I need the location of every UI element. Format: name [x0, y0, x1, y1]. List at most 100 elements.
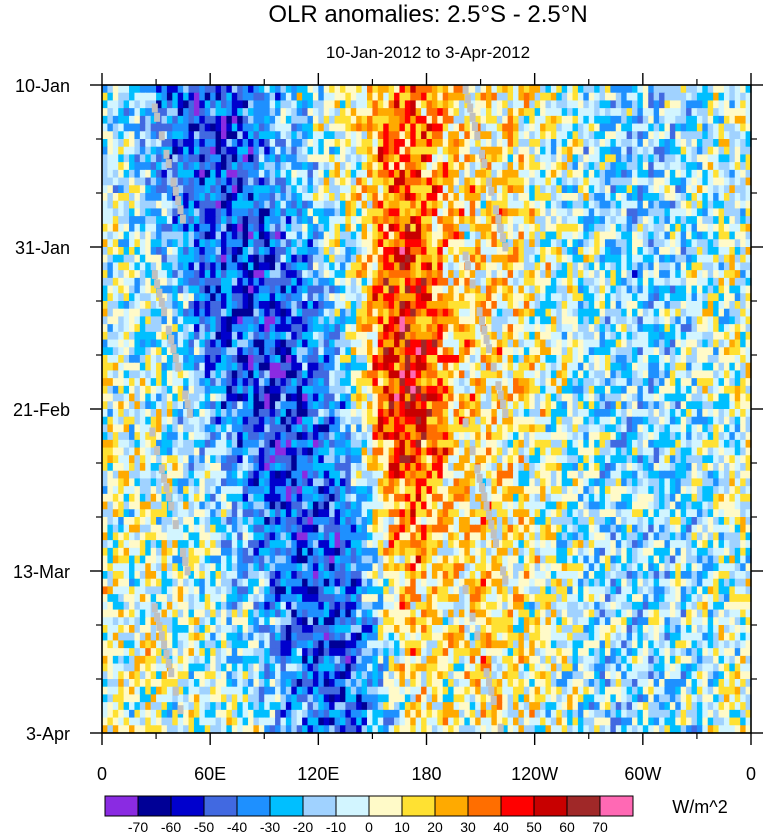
field-cell [350, 200, 357, 210]
field-cell [356, 347, 363, 356]
field-cell [648, 262, 655, 271]
field-cell [291, 262, 298, 271]
field-cell [134, 270, 141, 279]
field-cell [480, 231, 487, 240]
field-cell [431, 85, 438, 94]
field-cell [588, 339, 595, 348]
field-cell [220, 208, 227, 217]
field-cell [507, 239, 514, 248]
field-cell [334, 293, 341, 302]
field-cell [664, 193, 671, 202]
field-cell [275, 339, 282, 348]
field-cell [442, 92, 449, 102]
field-cell [480, 108, 487, 117]
field-cell [529, 362, 536, 372]
field-cell [177, 301, 184, 310]
field-cell [275, 277, 282, 287]
field-cell [388, 193, 395, 202]
field-cell [318, 162, 325, 171]
field-cell [729, 331, 736, 341]
field-cell [312, 324, 319, 333]
field-cell [361, 339, 368, 348]
field-cell [626, 362, 633, 372]
field-cell [161, 285, 168, 294]
field-cell [599, 324, 606, 333]
field-cell [734, 100, 741, 109]
field-cell [626, 301, 633, 310]
field-cell [296, 85, 303, 94]
field-cell [388, 262, 395, 271]
field-cell [691, 277, 698, 287]
field-cell [686, 169, 693, 179]
field-cell [312, 185, 319, 194]
field-cell [112, 115, 119, 125]
field-cell [626, 92, 633, 102]
field-cell [556, 339, 563, 348]
field-cell [745, 385, 752, 395]
field-cell [312, 200, 319, 210]
field-cell [431, 324, 438, 333]
field-cell [669, 331, 676, 341]
field-cell [204, 262, 211, 271]
field-cell [556, 277, 563, 287]
field-cell [567, 193, 574, 202]
field-cell [183, 247, 190, 256]
field-cell [659, 154, 666, 163]
field-cell [129, 285, 136, 294]
field-cell [480, 193, 487, 202]
field-cell [632, 154, 639, 163]
field-cell [621, 370, 628, 379]
field-cell [702, 139, 709, 148]
field-cell [253, 393, 260, 402]
field-cell [680, 239, 687, 248]
field-cell [496, 154, 503, 163]
field-cell [567, 324, 574, 333]
field-cell [329, 115, 336, 125]
field-cell [231, 177, 238, 186]
field-cell [588, 239, 595, 248]
field-cell [632, 331, 639, 341]
field-cell [172, 270, 179, 279]
field-cell [334, 131, 341, 140]
field-cell [334, 92, 341, 102]
field-cell [280, 177, 287, 186]
field-cell [399, 339, 406, 348]
field-cell [453, 308, 460, 318]
field-cell [172, 100, 179, 109]
field-cell [534, 123, 541, 132]
field-cell [632, 362, 639, 372]
field-cell [156, 324, 163, 333]
field-cell [675, 370, 682, 379]
field-cell [145, 193, 152, 202]
field-cell [723, 324, 730, 333]
field-cell [680, 223, 687, 233]
field-cell [377, 370, 384, 379]
field-cell [713, 347, 720, 356]
field-cell [610, 200, 617, 210]
field-cell [226, 347, 233, 356]
field-cell [583, 355, 590, 364]
field-cell [653, 108, 660, 117]
field-cell [150, 347, 157, 356]
field-cell [675, 131, 682, 140]
field-cell [448, 85, 455, 94]
field-cell [285, 393, 292, 402]
field-cell [269, 331, 276, 341]
field-cell [686, 254, 693, 264]
field-cell [534, 277, 541, 287]
field-cell [350, 231, 357, 240]
field-cell [513, 293, 520, 302]
field-cell [615, 123, 622, 132]
field-cell [642, 185, 649, 194]
field-cell [453, 177, 460, 186]
field-cell [118, 193, 125, 202]
field-cell [323, 162, 330, 171]
field-cell [583, 169, 590, 179]
field-cell [172, 378, 179, 387]
field-cell [523, 154, 530, 163]
field-cell [399, 154, 406, 163]
field-cell [513, 139, 520, 148]
field-cell [648, 270, 655, 279]
field-cell [653, 347, 660, 356]
field-cell [599, 362, 606, 372]
